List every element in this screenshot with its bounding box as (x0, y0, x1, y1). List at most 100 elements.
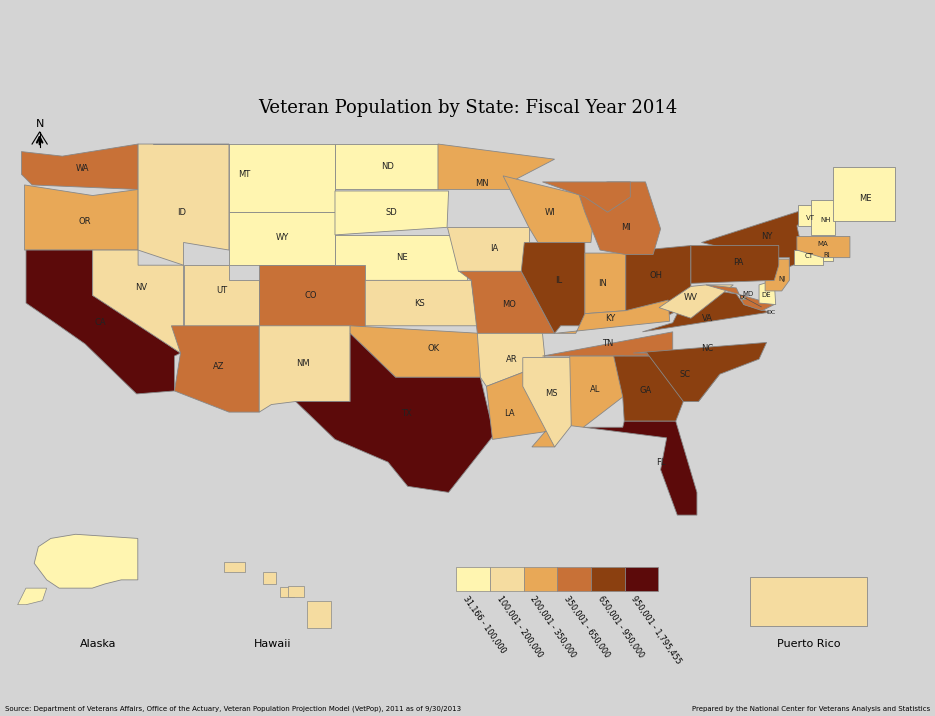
Text: RI: RI (824, 251, 830, 258)
Polygon shape (35, 534, 137, 588)
Text: KY: KY (606, 314, 616, 323)
Polygon shape (706, 285, 774, 311)
Polygon shape (366, 281, 478, 326)
Text: WY: WY (275, 233, 289, 243)
Polygon shape (833, 167, 896, 221)
Text: 200,001 - 350,000: 200,001 - 350,000 (528, 594, 578, 659)
Text: VA: VA (702, 314, 713, 323)
Polygon shape (447, 228, 529, 271)
Polygon shape (295, 334, 494, 493)
Polygon shape (335, 191, 449, 235)
Text: TN: TN (602, 339, 613, 349)
Text: CT: CT (804, 253, 813, 259)
Polygon shape (18, 588, 47, 605)
Text: ND: ND (381, 163, 395, 171)
Text: IN: IN (598, 279, 608, 288)
Polygon shape (626, 246, 691, 316)
Title: Veteran Population by State: Fiscal Year 2014: Veteran Population by State: Fiscal Year… (258, 99, 677, 117)
Polygon shape (583, 421, 697, 515)
Text: MS: MS (545, 390, 558, 398)
Text: Alaska: Alaska (79, 639, 117, 649)
Polygon shape (288, 586, 304, 597)
Polygon shape (259, 326, 350, 412)
Polygon shape (823, 250, 833, 261)
Text: IA: IA (490, 244, 498, 253)
Text: 950,001 - 1,795,455: 950,001 - 1,795,455 (629, 594, 683, 666)
Text: DE: DE (762, 293, 771, 299)
Polygon shape (153, 144, 335, 212)
Text: 100,001 - 200,000: 100,001 - 200,000 (495, 594, 544, 659)
Polygon shape (280, 588, 294, 597)
Polygon shape (613, 356, 684, 421)
Text: 31,166 - 100,000: 31,166 - 100,000 (461, 594, 508, 655)
Polygon shape (659, 285, 733, 318)
Polygon shape (259, 265, 366, 326)
Polygon shape (701, 205, 820, 267)
Polygon shape (577, 182, 661, 255)
Text: WA: WA (76, 164, 89, 173)
Text: VT: VT (806, 216, 815, 221)
Text: NC: NC (701, 344, 713, 353)
Polygon shape (224, 562, 245, 572)
Polygon shape (486, 364, 565, 447)
Polygon shape (183, 265, 259, 326)
Text: OR: OR (79, 217, 92, 226)
Polygon shape (335, 144, 438, 190)
Text: PA: PA (733, 258, 743, 266)
Text: MN: MN (475, 179, 489, 188)
Text: LA: LA (504, 409, 514, 418)
Text: MD: MD (742, 291, 754, 297)
Polygon shape (308, 601, 331, 628)
Text: MA: MA (817, 241, 828, 247)
Text: AL: AL (590, 385, 600, 394)
Text: NJ: NJ (778, 276, 785, 282)
Text: UT: UT (216, 286, 227, 296)
Polygon shape (171, 326, 259, 412)
Text: OK: OK (427, 344, 439, 353)
Text: N: N (36, 119, 44, 129)
Polygon shape (759, 281, 776, 304)
Polygon shape (647, 353, 720, 402)
Text: NV: NV (135, 284, 147, 292)
Polygon shape (798, 205, 827, 226)
Text: MO: MO (502, 300, 516, 309)
Polygon shape (569, 356, 625, 427)
Text: NE: NE (396, 253, 408, 262)
Polygon shape (765, 259, 789, 291)
Text: NY: NY (761, 232, 772, 241)
Text: MI: MI (621, 223, 630, 232)
Polygon shape (691, 246, 779, 284)
Text: DC: DC (740, 295, 748, 300)
Text: WV: WV (683, 293, 698, 301)
Text: 650,001 - 950,000: 650,001 - 950,000 (596, 594, 645, 659)
Polygon shape (542, 182, 630, 212)
Polygon shape (585, 253, 626, 314)
Text: CA: CA (94, 318, 106, 327)
Polygon shape (459, 271, 554, 334)
Polygon shape (750, 577, 868, 626)
Polygon shape (24, 185, 138, 250)
Text: GA: GA (640, 387, 652, 395)
Text: ME: ME (859, 194, 871, 203)
Text: TX: TX (401, 409, 411, 418)
Polygon shape (263, 572, 277, 584)
Polygon shape (503, 176, 596, 243)
Text: 350,001 - 650,000: 350,001 - 650,000 (562, 594, 611, 659)
Polygon shape (523, 357, 576, 447)
Text: MT: MT (238, 170, 251, 179)
Text: ID: ID (178, 208, 186, 217)
Text: AZ: AZ (212, 362, 224, 371)
Polygon shape (794, 250, 823, 265)
Polygon shape (811, 200, 835, 235)
Polygon shape (335, 235, 467, 281)
Polygon shape (93, 250, 183, 353)
Polygon shape (478, 334, 545, 387)
Polygon shape (138, 144, 229, 265)
Polygon shape (350, 326, 481, 377)
Text: DC: DC (746, 299, 776, 314)
Text: Hawaii: Hawaii (254, 639, 292, 649)
Text: CO: CO (305, 291, 317, 300)
Text: WI: WI (545, 208, 555, 217)
Text: KS: KS (414, 299, 425, 308)
Polygon shape (633, 342, 767, 402)
